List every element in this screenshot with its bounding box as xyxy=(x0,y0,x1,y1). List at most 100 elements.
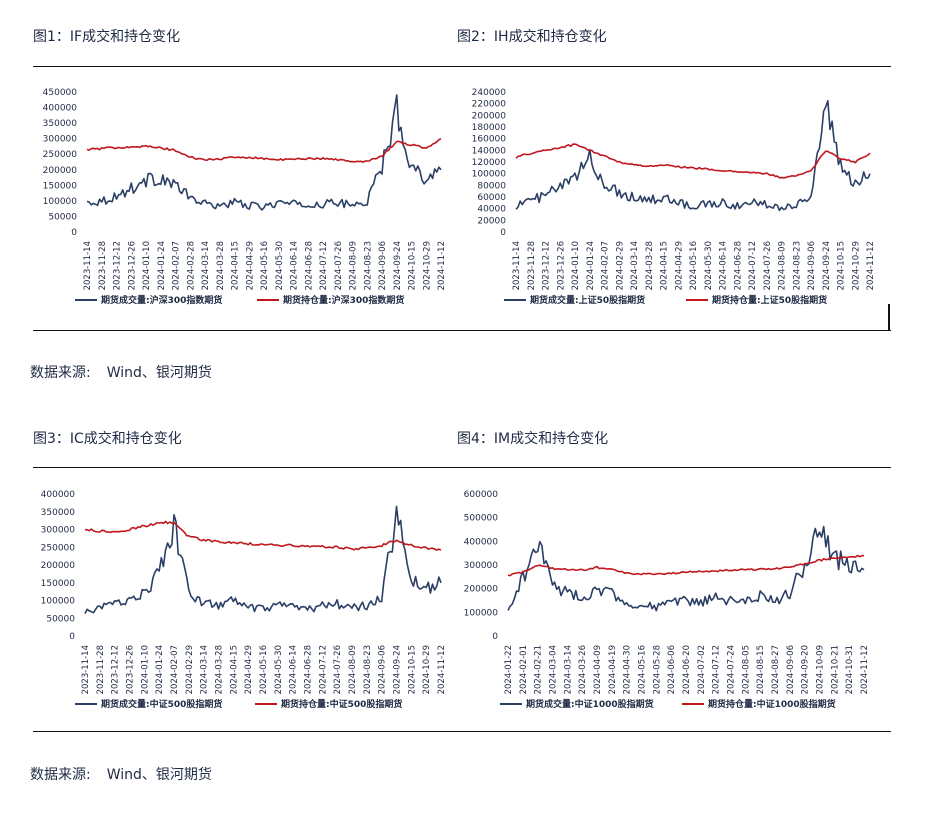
y-tick-label: 100000 xyxy=(41,597,76,607)
x-tick-label: 2024-04-15 xyxy=(231,241,241,290)
series-volume-line xyxy=(515,99,871,212)
y-tick-label: 20000 xyxy=(477,216,506,226)
figure-1-title: 图1：IF成交和持仓变化 xyxy=(33,29,181,45)
x-tick-label: 2024-03-14 xyxy=(201,241,211,290)
x-tick-label: 2024-03-26 xyxy=(578,645,588,694)
figure-4-title: 图4：IM成交和持仓变化 xyxy=(457,431,609,447)
x-tick-label: 2024-04-29 xyxy=(245,241,255,290)
chart-ih-volume-open-interest: 0200004000060000800001000001200001400001… xyxy=(472,88,876,306)
y-tick-label: 150000 xyxy=(41,579,76,589)
x-tick-label: 2024-01-24 xyxy=(155,645,165,694)
x-tick-label: 2023-11-14 xyxy=(83,241,93,290)
y-tick-label: 250000 xyxy=(43,150,78,160)
x-tick-label: 2024-05-28 xyxy=(652,645,662,694)
y-tick-label: 300000 xyxy=(464,561,499,571)
x-tick-label: 2024-03-14 xyxy=(630,241,640,290)
source-value: Wind、银河期货 xyxy=(106,767,212,783)
right-edge-rule xyxy=(888,304,890,331)
y-tick-label: 400000 xyxy=(41,490,76,500)
y-tick-label: 400000 xyxy=(43,104,78,114)
y-tick-label: 200000 xyxy=(43,166,78,176)
x-tick-label: 2024-01-24 xyxy=(586,241,596,290)
x-tick-label: 2024-07-26 xyxy=(334,241,344,290)
x-tick-label: 2024-11-12 xyxy=(437,645,447,694)
legend-volume-label: 期货成交量:沪深300指数期货 xyxy=(101,294,222,306)
x-tick-label: 2024-01-10 xyxy=(140,645,150,694)
x-tick-label: 2024-09-06 xyxy=(786,645,796,694)
y-tick-label: 600000 xyxy=(464,490,499,500)
figure-3-title: 图3：IC成交和持仓变化 xyxy=(33,431,182,447)
x-tick-label: 2024-08-15 xyxy=(756,645,766,694)
x-tick-label: 2024-05-16 xyxy=(260,241,270,290)
y-tick-label: 350000 xyxy=(43,119,78,129)
y-tick-label: 40000 xyxy=(477,205,506,215)
x-tick-label: 2024-01-22 xyxy=(504,645,514,694)
chart-ic-volume-open-interest: 0 50000 100000 150000 200000 250000 300000 3500… xyxy=(41,490,447,710)
y-tick-label: 0 xyxy=(500,228,506,238)
x-tick-label: 2024-05-30 xyxy=(704,241,714,290)
x-tick-label: 2024-07-26 xyxy=(333,645,343,694)
series-open-interest-line xyxy=(86,137,442,163)
y-tick-label: 200000 xyxy=(41,561,76,571)
x-tick-label: 2024-05-16 xyxy=(259,645,269,694)
x-tick-label: 2023-12-26 xyxy=(127,241,137,290)
series-volume-line xyxy=(86,94,442,211)
y-tick-label: 0 xyxy=(492,632,498,642)
x-tick-label: 2024-03-28 xyxy=(645,241,655,290)
x-tick-label: 2024-09-06 xyxy=(378,645,388,694)
y-tick-label: 500000 xyxy=(464,514,499,524)
x-tick-label: 2024-10-31 xyxy=(845,645,855,694)
x-tick-label: 2024-10-15 xyxy=(837,241,847,290)
chart-im-volume-open-interest: 0 100000 200000 300000 400000 500000 600000 202… xyxy=(464,490,870,710)
x-tick-label: 2024-10-29 xyxy=(422,241,432,290)
chart-panel-if: 0 50000 100000 150000 200000 250000 300000 3500… xyxy=(33,80,455,318)
x-tick-label: 2024-09-24 xyxy=(822,241,832,290)
x-tick-label: 2023-11-28 xyxy=(96,645,106,694)
x-tick-label: 2024-06-06 xyxy=(667,645,677,694)
y-tick-label: 450000 xyxy=(43,88,78,98)
x-tick-label: 2023-12-26 xyxy=(556,241,566,290)
data-source-lower: 数据来源: Wind、银河期货 xyxy=(30,764,212,784)
legend-open-interest-label: 期货持仓量:沪深300指数期货 xyxy=(283,294,404,306)
source-label: 数据来源: xyxy=(30,365,91,381)
x-tick-label: 2024-06-20 xyxy=(682,645,692,694)
chart-panel-ic: 0 50000 100000 150000 200000 250000 300000 3500… xyxy=(33,482,455,722)
x-tick-label: 2023-12-26 xyxy=(126,645,136,694)
x-tick-label: 2023-11-14 xyxy=(81,645,91,694)
y-tick-label: 50000 xyxy=(48,212,77,222)
x-tick-label: 2024-10-21 xyxy=(830,645,840,694)
x-tick-label: 2024-06-14 xyxy=(719,241,729,290)
x-tick-label: 2024-04-30 xyxy=(623,645,633,694)
x-tick-label: 2024-03-14 xyxy=(200,645,210,694)
x-tick-label: 2024-02-07 xyxy=(170,645,180,694)
x-tick-label: 2024-04-15 xyxy=(229,645,239,694)
y-tick-label: 350000 xyxy=(41,508,76,518)
y-tick-label: 240000 xyxy=(472,88,507,98)
legend-open-interest-label: 期货持仓量:中证1000股指期货 xyxy=(708,698,836,710)
x-tick-label: 2024-08-09 xyxy=(349,241,359,290)
x-tick-label: 2024-02-28 xyxy=(186,241,196,290)
y-tick-label: 0 xyxy=(69,632,75,642)
y-tick-label: 400000 xyxy=(464,537,499,547)
x-tick-label: 2024-11-12 xyxy=(860,645,870,694)
source-label: 数据来源: xyxy=(30,767,91,783)
series-open-interest-line xyxy=(507,554,865,577)
top-rule-upper xyxy=(33,66,891,67)
x-tick-label: 2024-07-12 xyxy=(712,645,722,694)
y-tick-label: 300000 xyxy=(41,526,76,536)
y-tick-label: 100000 xyxy=(464,608,499,618)
x-tick-label: 2024-09-24 xyxy=(393,241,403,290)
series-volume-line xyxy=(84,505,442,614)
bottom-rule-lower xyxy=(33,731,891,732)
x-tick-label: 2024-08-05 xyxy=(741,645,751,694)
top-rule-lower xyxy=(33,467,891,468)
chart-panel-ih: 0 20000 40000 60000 80000 100000 120000 140000 1… xyxy=(462,80,884,318)
x-tick-label: 2023-12-12 xyxy=(542,241,552,290)
y-tick-label: 0 xyxy=(71,228,77,238)
source-value: Wind、银河期货 xyxy=(106,365,212,381)
data-source-upper: 数据来源: Wind、银河期货 xyxy=(30,362,212,382)
x-tick-label: 2024-08-27 xyxy=(771,645,781,694)
y-tick-label: 50000 xyxy=(46,614,75,624)
x-tick-label: 2024-09-06 xyxy=(378,241,388,290)
y-tick-label: 200000 xyxy=(464,585,499,595)
